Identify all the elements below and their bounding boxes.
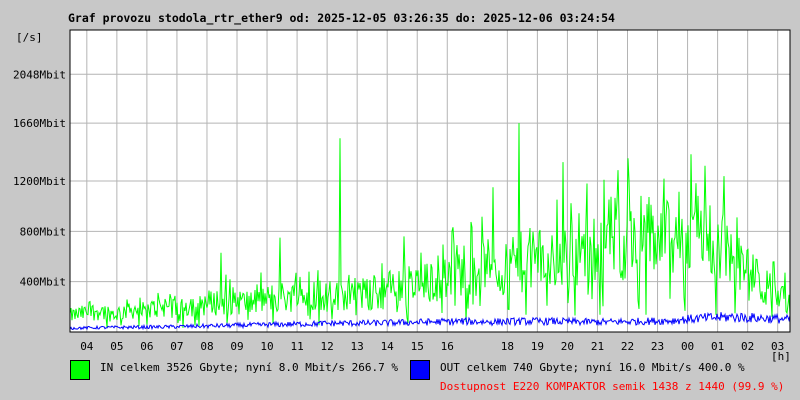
x-tick-label: 16 bbox=[441, 340, 454, 353]
series-in-line bbox=[69, 123, 791, 328]
x-tick-label: 19 bbox=[531, 340, 544, 353]
y-tick-label: 1200Mbit bbox=[13, 175, 66, 188]
y-axis-ticks: 400Mbit 800Mbit 1200Mbit 1660Mbit 2048Mbit bbox=[13, 68, 66, 288]
x-tick-label: 00 bbox=[681, 340, 694, 353]
legend-out-text: OUT celkem 740 Gbyte; nyní 16.0 Mbit/s 4… bbox=[440, 361, 745, 374]
legend-out-swatch bbox=[410, 360, 430, 380]
plot-frame bbox=[69, 29, 791, 333]
x-tick-label: 06 bbox=[140, 340, 153, 353]
x-tick-label: 10 bbox=[260, 340, 273, 353]
x-tick-label: 23 bbox=[651, 340, 664, 353]
x-tick-label: 18 bbox=[501, 340, 514, 353]
availability-status: Dostupnost E220 KOMPAKTOR semik 1438 z 1… bbox=[440, 380, 785, 393]
y-tick-label: 1660Mbit bbox=[13, 117, 66, 130]
legend-in-text: IN celkem 3526 Gbyte; nyní 8.0 Mbit/s 26… bbox=[100, 361, 399, 374]
chart-title: Graf provozu stodola_rtr_ether9 od: 2025… bbox=[68, 11, 615, 25]
x-tick-label: 09 bbox=[230, 340, 243, 353]
y-tick-label: 2048Mbit bbox=[13, 68, 66, 81]
y-tick-label: 800Mbit bbox=[20, 225, 66, 238]
x-tick-label: 03 bbox=[771, 340, 784, 353]
x-tick-label: 02 bbox=[741, 340, 754, 353]
x-axis-unit-label: [h] bbox=[771, 350, 791, 363]
x-tick-label: 08 bbox=[200, 340, 213, 353]
x-tick-label: 04 bbox=[80, 340, 94, 353]
x-tick-label: 13 bbox=[351, 340, 364, 353]
series-layer bbox=[69, 123, 791, 331]
x-tick-label: 11 bbox=[290, 340, 303, 353]
series-out-line bbox=[69, 311, 791, 331]
grid bbox=[70, 30, 790, 332]
x-tick-label: 15 bbox=[411, 340, 424, 353]
x-axis-ticks: 04 05 06 07 08 09 10 11 12 13 14 15 16 18 19 20 21 22 23 00… bbox=[80, 340, 784, 353]
x-tick-label: 14 bbox=[381, 340, 395, 353]
x-tick-label: 12 bbox=[320, 340, 333, 353]
x-tick-label: 21 bbox=[591, 340, 604, 353]
x-tick-label: 20 bbox=[561, 340, 574, 353]
x-tick-label: 07 bbox=[170, 340, 183, 353]
y-tick-label: 400Mbit bbox=[20, 276, 66, 289]
legend-in-swatch bbox=[70, 360, 90, 380]
x-tick-label: 05 bbox=[110, 340, 123, 353]
x-tick-label: 22 bbox=[621, 340, 634, 353]
y-axis-unit-label: [/s] bbox=[16, 31, 43, 44]
x-tick-label: 01 bbox=[711, 340, 724, 353]
